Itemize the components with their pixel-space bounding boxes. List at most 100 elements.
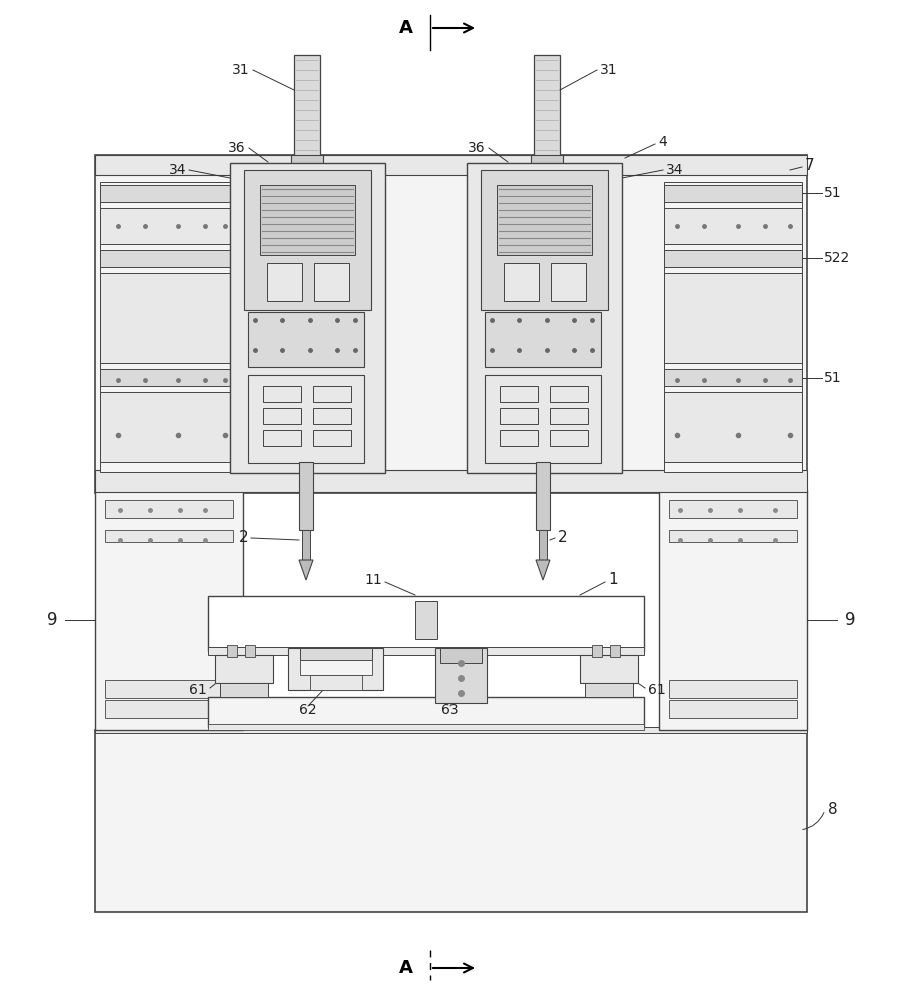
Bar [539, 530, 547, 560]
Bar [244, 170, 371, 310]
Polygon shape [536, 560, 550, 580]
Bar [105, 700, 233, 718]
Bar [227, 645, 237, 657]
Bar [500, 386, 538, 402]
Bar [313, 386, 351, 402]
Bar [248, 375, 364, 463]
Bar [664, 250, 802, 267]
Bar [310, 675, 362, 690]
Text: 7: 7 [805, 157, 815, 172]
Bar [592, 645, 602, 657]
Bar [415, 601, 437, 639]
Bar [100, 273, 238, 363]
Bar [669, 500, 797, 518]
Bar [550, 386, 588, 402]
Text: 34: 34 [169, 163, 186, 177]
Bar [485, 312, 601, 367]
Bar [550, 408, 588, 424]
Bar [100, 182, 238, 472]
Bar [300, 648, 372, 660]
Bar [95, 730, 807, 912]
Bar [500, 430, 538, 446]
Text: 61: 61 [648, 683, 666, 697]
Bar [208, 697, 644, 727]
Text: 31: 31 [233, 63, 250, 77]
Bar [100, 185, 238, 202]
Bar [534, 55, 560, 158]
Bar [551, 263, 586, 301]
Text: 34: 34 [666, 163, 684, 177]
Bar [504, 263, 539, 301]
Bar [208, 647, 644, 655]
Text: 51: 51 [824, 186, 842, 200]
Text: 2: 2 [238, 530, 248, 546]
Text: A: A [399, 959, 413, 977]
Bar [220, 683, 268, 697]
Bar [610, 645, 620, 657]
Bar [313, 430, 351, 446]
Text: 61: 61 [189, 683, 207, 697]
Bar [288, 648, 383, 690]
Bar [260, 185, 355, 255]
Bar [95, 727, 807, 733]
Bar [664, 182, 802, 472]
Bar [95, 155, 807, 175]
Bar [248, 312, 364, 367]
Bar [300, 660, 372, 675]
Bar [208, 724, 644, 730]
Text: 9: 9 [845, 611, 855, 629]
Text: 4: 4 [658, 135, 667, 149]
Bar [100, 369, 238, 386]
Text: 62: 62 [299, 703, 317, 717]
Bar [267, 263, 302, 301]
Text: 1: 1 [608, 572, 618, 587]
Text: 31: 31 [600, 63, 618, 77]
Bar [481, 170, 608, 310]
Text: A: A [399, 19, 413, 37]
Bar [291, 155, 323, 167]
Bar [500, 408, 538, 424]
Bar [105, 500, 233, 518]
Bar [100, 250, 238, 267]
Bar [659, 490, 807, 730]
Text: 9: 9 [47, 611, 57, 629]
Bar [497, 185, 592, 255]
Bar [669, 530, 797, 542]
Bar [215, 655, 273, 683]
Bar [95, 470, 807, 492]
Bar [664, 208, 802, 244]
Bar [669, 700, 797, 718]
Bar [314, 263, 349, 301]
Bar [95, 490, 243, 730]
Text: 2: 2 [558, 530, 567, 546]
Bar [313, 408, 351, 424]
Bar [664, 369, 802, 386]
Text: 522: 522 [824, 251, 851, 265]
Bar [263, 408, 301, 424]
Text: 51: 51 [824, 371, 842, 385]
Polygon shape [299, 560, 313, 580]
Text: 8: 8 [828, 802, 838, 818]
Bar [294, 55, 320, 158]
Bar [440, 648, 482, 663]
Bar [531, 155, 563, 167]
Bar [105, 680, 233, 698]
Bar [580, 655, 638, 683]
Bar [263, 386, 301, 402]
Bar [302, 530, 310, 560]
Bar [230, 163, 385, 473]
Bar [536, 462, 550, 530]
Bar [664, 392, 802, 462]
Bar [105, 530, 233, 542]
Bar [585, 683, 633, 697]
Bar [435, 648, 487, 703]
Bar [669, 680, 797, 698]
Bar [100, 208, 238, 244]
Text: 63: 63 [441, 703, 459, 717]
Bar [664, 273, 802, 363]
Text: 36: 36 [468, 141, 486, 155]
Bar [467, 163, 622, 473]
Bar [263, 430, 301, 446]
Text: 36: 36 [228, 141, 246, 155]
Bar [100, 392, 238, 462]
